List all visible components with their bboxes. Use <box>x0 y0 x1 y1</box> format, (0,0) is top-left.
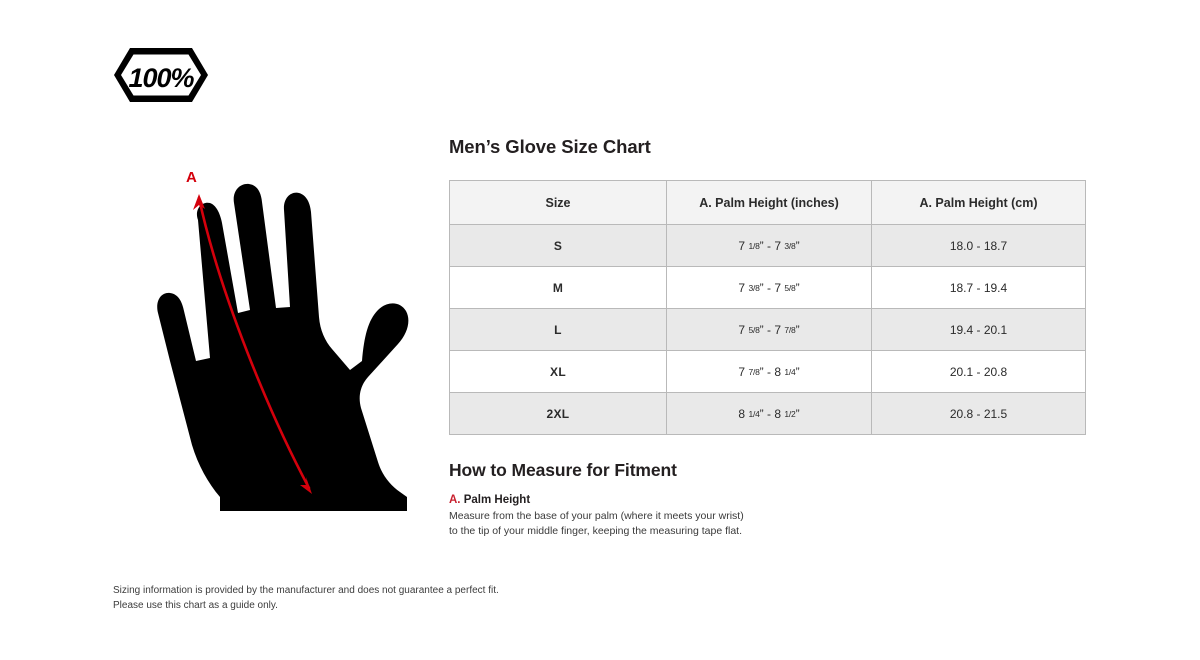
table-row: 2XL 8 1/4” - 8 1/2” 20.8 - 21.5 <box>449 392 1086 435</box>
page-title: Men’s Glove Size Chart <box>449 136 651 157</box>
table-row: XL 7 7/8” - 8 1/4” 20.1 - 20.8 <box>449 350 1086 393</box>
hand-silhouette-illustration <box>110 165 440 525</box>
cell-size: S <box>449 224 667 267</box>
column-header-size: Size <box>449 180 667 225</box>
how-to-measure-title: How to Measure for Fitment <box>449 460 677 480</box>
100-percent-logo: 100% <box>112 46 210 104</box>
measure-point-label-a: A <box>186 169 198 186</box>
measurement-item-heading: A. Palm Height <box>449 494 1089 506</box>
size-chart-panel: Men’s Glove Size Chart Size A. Palm Heig… <box>449 136 1089 538</box>
cell-size: M <box>449 266 667 309</box>
cell-inches: 7 1/8” - 7 3/8” <box>666 224 872 267</box>
hand-silhouette <box>157 183 409 512</box>
cell-inches: 7 5/8” - 7 7/8” <box>666 308 872 351</box>
measurement-letter: A. <box>449 494 461 506</box>
svg-text:100%: 100% <box>128 63 194 93</box>
cell-cm: 20.1 - 20.8 <box>871 350 1086 393</box>
table-row: S 7 1/8” - 7 3/8” 18.0 - 18.7 <box>449 224 1086 267</box>
cell-cm: 20.8 - 21.5 <box>871 392 1086 435</box>
disclaimer-text: Sizing information is provided by the ma… <box>113 583 633 613</box>
measurement-name: Palm Height <box>463 494 531 506</box>
measurement-description: Measure from the base of your palm (wher… <box>449 510 744 537</box>
size-chart-table: Size A. Palm Height (inches) A. Palm Hei… <box>449 180 1086 435</box>
cell-size: XL <box>449 350 667 393</box>
cell-cm: 19.4 - 20.1 <box>871 308 1086 351</box>
palm-height-measure-arrow <box>193 194 312 494</box>
table-row: M 7 3/8” - 7 5/8” 18.7 - 19.4 <box>449 266 1086 309</box>
cell-inches: 7 3/8” - 7 5/8” <box>666 266 872 309</box>
cell-cm: 18.0 - 18.7 <box>871 224 1086 267</box>
table-row: L 7 5/8” - 7 7/8” 19.4 - 20.1 <box>449 308 1086 351</box>
column-header-inches: A. Palm Height (inches) <box>666 180 872 225</box>
table-header-row: Size A. Palm Height (inches) A. Palm Hei… <box>449 180 1086 225</box>
cell-inches: 7 7/8” - 8 1/4” <box>666 350 872 393</box>
how-to-measure-section: How to Measure for Fitment A. Palm Heigh… <box>449 460 1089 538</box>
cell-cm: 18.7 - 19.4 <box>871 266 1086 309</box>
column-header-cm: A. Palm Height (cm) <box>871 180 1086 225</box>
disclaimer-line-1: Sizing information is provided by the ma… <box>113 585 499 596</box>
disclaimer-line-2: Please use this chart as a guide only. <box>113 600 278 611</box>
cell-size: 2XL <box>449 392 667 435</box>
cell-inches: 8 1/4” - 8 1/2” <box>666 392 872 435</box>
cell-size: L <box>449 308 667 351</box>
